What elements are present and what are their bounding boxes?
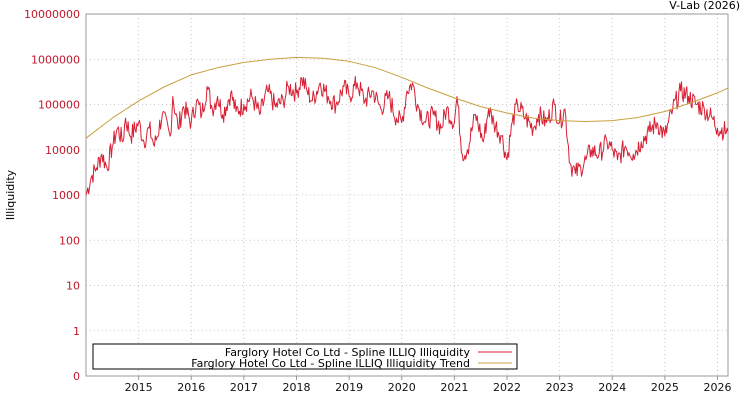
x-tick-label: 2026 xyxy=(703,381,731,394)
x-tick-label: 2024 xyxy=(598,381,626,394)
y-tick-label: 0 xyxy=(73,370,80,383)
y-tick-label: 10000000 xyxy=(24,8,80,21)
watermark-text: V-Lab (2026) xyxy=(669,0,740,12)
x-tick-label: 2021 xyxy=(440,381,468,394)
y-tick-label: 1000 xyxy=(52,189,80,202)
x-tick-label: 2020 xyxy=(388,381,416,394)
y-axis-title: Illiquidity xyxy=(4,169,17,220)
grid xyxy=(86,14,728,376)
series-layer xyxy=(85,56,729,196)
x-tick-label: 2016 xyxy=(177,381,205,394)
y-axis-ticks: 0 1 10 100 1000 10000 100000 1000000 10000000 xyxy=(24,8,80,383)
x-axis-ticks: 2015 2016 2017 2018 2019 2020 2021 2022 2023 2024… xyxy=(125,376,731,394)
x-tick-label: 2023 xyxy=(546,381,574,394)
x-tick-label: 2019 xyxy=(335,381,363,394)
x-tick-label: 2017 xyxy=(230,381,258,394)
x-tick-label: 2018 xyxy=(282,381,310,394)
y-tick-label: 100000 xyxy=(38,99,80,112)
y-tick-label: 10000 xyxy=(45,144,80,157)
series-line-trend xyxy=(85,56,729,139)
legend: Farglory Hotel Co Ltd - Spline ILLIQ Ill… xyxy=(92,343,518,370)
series-line-illiquidity xyxy=(85,76,729,196)
x-tick-label: 2022 xyxy=(493,381,521,394)
y-tick-label: 1 xyxy=(73,325,80,338)
x-tick-label: 2015 xyxy=(125,381,153,394)
x-tick-label: 2025 xyxy=(651,381,679,394)
y-tick-label: 10 xyxy=(66,280,80,293)
legend-label-illiquidity: Farglory Hotel Co Ltd - Spline ILLIQ Ill… xyxy=(225,346,471,359)
legend-label-trend: Farglory Hotel Co Ltd - Spline ILLIQ Ill… xyxy=(191,357,470,370)
y-tick-label: 100 xyxy=(59,234,80,247)
y-tick-label: 1000000 xyxy=(31,53,80,66)
legend-box xyxy=(92,343,518,370)
